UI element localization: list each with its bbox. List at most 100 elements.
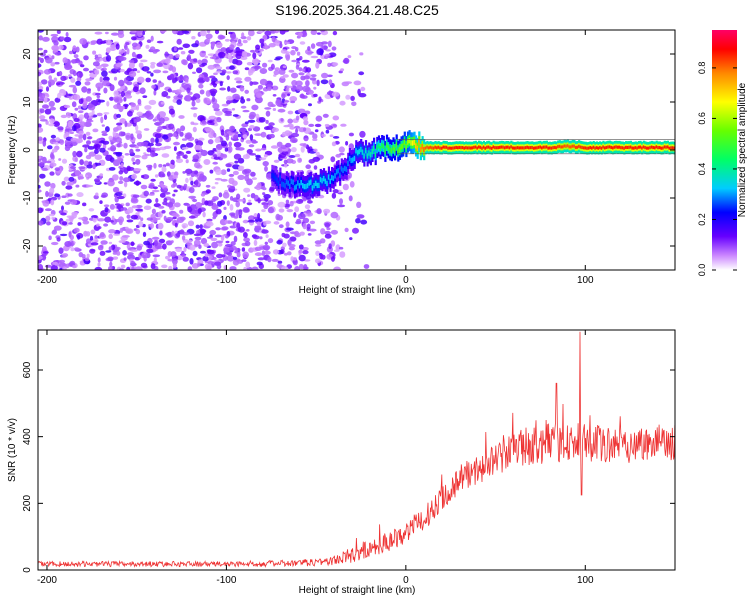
heatmap-cell (54, 97, 61, 103)
heatmap-cell (173, 46, 177, 52)
heatmap-cell (247, 219, 255, 223)
heatmap-cell (271, 127, 279, 132)
heatmap-cell (631, 146, 634, 150)
heatmap-cell (283, 159, 288, 165)
heatmap-cell (126, 110, 133, 117)
heatmap-cell (38, 123, 42, 129)
heatmap-cell (240, 56, 248, 60)
heatmap-cell (338, 246, 344, 250)
heatmap-cell (170, 159, 175, 166)
heatmap-cell (116, 113, 121, 118)
heatmap-cell (236, 133, 242, 138)
heatmap-cell (38, 81, 43, 87)
heatmap-cell (213, 119, 218, 124)
heatmap-cell (42, 36, 50, 42)
heatmap-cell (246, 36, 252, 41)
heatmap-cell (272, 94, 277, 97)
heatmap-cell (310, 179, 313, 185)
heatmap-cell (56, 237, 61, 242)
heatmap-cell (508, 146, 511, 150)
heatmap-cell (103, 182, 108, 185)
heatmap-cell (302, 247, 309, 251)
heatmap-cell (135, 158, 141, 165)
heatmap-cell (281, 93, 286, 99)
heatmap-cell (212, 161, 218, 165)
heatmap-cell (318, 182, 321, 188)
heatmap-cell (307, 233, 312, 236)
heatmap-cell (355, 218, 361, 224)
heatmap-cell (216, 253, 223, 259)
heatmap-cell (324, 53, 331, 57)
heatmap-cell (473, 145, 476, 149)
snr-series-line (38, 331, 675, 568)
heatmap-cell (154, 174, 159, 178)
heatmap-cell (605, 145, 608, 149)
heatmap-cell (437, 145, 440, 149)
heatmap-cell (124, 153, 130, 156)
heatmap-cell (204, 263, 213, 270)
heatmap-cell (130, 30, 138, 33)
heatmap-cell (85, 78, 93, 82)
heatmap-cell (251, 81, 259, 85)
heatmap-cell (244, 67, 250, 71)
heatmap-cell (148, 193, 155, 196)
heatmap-cell (233, 134, 239, 141)
heatmap-cell (62, 221, 68, 226)
heatmap-cell (321, 134, 326, 137)
heatmap-cell (42, 200, 50, 207)
heatmap-cell (126, 243, 131, 250)
spectrogram-heatmap (38, 30, 675, 270)
heatmap-cell (149, 46, 156, 51)
heatmap-cell (303, 184, 306, 190)
heatmap-cell (274, 67, 281, 72)
heatmap-cell (239, 85, 245, 92)
heatmap-cell (521, 146, 524, 150)
heatmap-cell (613, 145, 616, 149)
heatmap-cell (331, 141, 337, 147)
heatmap-cell (312, 133, 318, 140)
heatmap-cell (419, 147, 422, 153)
heatmap-cell (295, 80, 303, 87)
heatmap-cell (61, 195, 67, 198)
heatmap-cell (289, 236, 297, 242)
heatmap-cell (162, 243, 167, 250)
heatmap-cell (143, 190, 149, 197)
heatmap-cell (51, 216, 56, 220)
heatmap-cell (40, 79, 48, 85)
heatmap-cell (658, 146, 662, 150)
heatmap-cell (291, 147, 297, 153)
heatmap-cell (150, 151, 156, 158)
heatmap-cell (59, 233, 68, 237)
heatmap-cell (38, 57, 42, 61)
heatmap-cell (237, 38, 242, 44)
heatmap-cell (490, 146, 494, 150)
heatmap-cell (562, 145, 565, 149)
heatmap-cell (49, 187, 55, 194)
heatmap-cell (291, 132, 300, 138)
heatmap-cell (207, 64, 216, 70)
heatmap-cell (288, 244, 296, 248)
heatmap-cell (78, 110, 84, 114)
heatmap-cell (347, 160, 350, 166)
heatmap-cell (356, 214, 365, 219)
heatmap-cell (246, 149, 253, 154)
heatmap-cell (343, 165, 347, 172)
heatmap-cell (321, 178, 324, 184)
heatmap-cell (338, 146, 345, 153)
heatmap-cell (104, 216, 112, 223)
heatmap-cell (306, 182, 309, 189)
heatmap-cell (329, 178, 332, 184)
heatmap-cell (320, 30, 326, 33)
heatmap-cell (259, 157, 267, 161)
heatmap-cell (44, 108, 52, 115)
heatmap-cell (130, 261, 136, 266)
heatmap-cell (189, 58, 194, 62)
heatmap-cell (192, 126, 197, 133)
heatmap-cell (267, 101, 274, 108)
heatmap-cell (46, 221, 51, 226)
heatmap-cell (237, 199, 245, 202)
heatmap-cell (202, 211, 206, 218)
heatmap-cell (660, 146, 663, 150)
heatmap-cell (136, 142, 144, 147)
